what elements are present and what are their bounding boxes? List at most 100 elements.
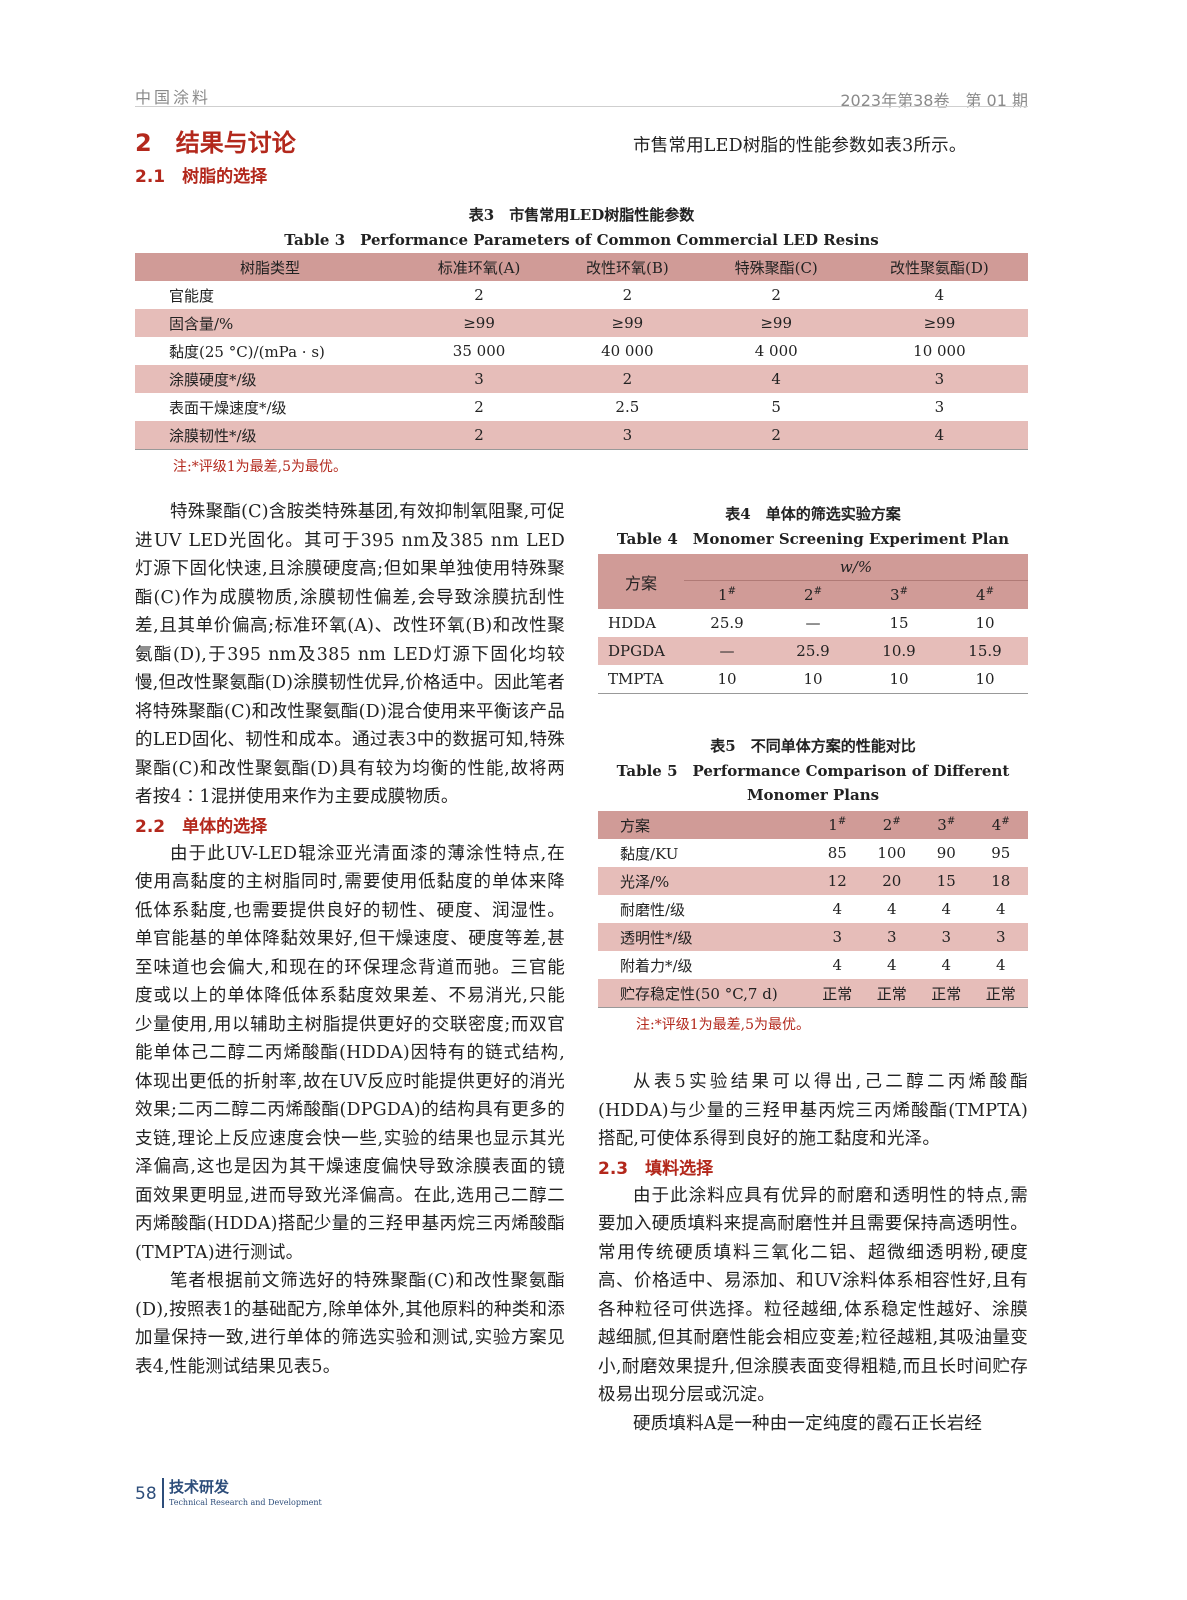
- column-header: 特殊聚酯(C): [734, 258, 818, 277]
- table-cell: 3: [886, 928, 897, 946]
- table-cell: —: [805, 614, 821, 632]
- table-cell: 12: [827, 872, 847, 890]
- footer-column-en: Technical Research and Development: [169, 1498, 322, 1507]
- table-cell: ≥99: [760, 314, 793, 332]
- table-cell: 3: [995, 928, 1006, 946]
- table-cell: 25.9: [796, 642, 830, 660]
- column-mark: #: [985, 586, 994, 597]
- footer-column-cn: 技术研发: [169, 1478, 230, 1496]
- table-cell: 4: [771, 370, 781, 388]
- intro-text: 市售常用LED树脂的性能参数如表3所示。: [633, 136, 967, 156]
- table-cell: 3: [622, 426, 633, 444]
- table-cell: 4: [995, 900, 1006, 918]
- table-cell: 表面干燥速度*/级: [169, 398, 287, 417]
- column-header: 2#: [770, 581, 856, 610]
- table-cell: 4: [886, 956, 897, 974]
- column-header: 1#: [684, 581, 770, 610]
- column-mark: #: [727, 586, 736, 597]
- table-row: 黏度/KU 85 100 90 95: [598, 839, 1028, 867]
- table-row: HDDA 25.9 — 15 10: [598, 609, 1028, 637]
- table-cell: 4: [886, 900, 897, 918]
- header-divider: [135, 106, 1028, 107]
- table-cell: 官能度: [169, 286, 215, 305]
- table-cell: 正常: [985, 984, 1016, 1003]
- table-cell: 4: [941, 956, 952, 974]
- table-row: 涂膜韧性*/级 2 3 2 4: [135, 421, 1028, 450]
- table-cell: 正常: [931, 984, 962, 1003]
- column-mark: #: [813, 586, 822, 597]
- column-number: 1: [718, 586, 728, 604]
- table-cell: 5: [771, 398, 781, 416]
- table-cell: —: [719, 642, 735, 660]
- table-cell: 85: [827, 844, 847, 862]
- column-header: 改性聚氨酯(D): [890, 258, 989, 277]
- page-number: 58: [135, 1484, 157, 1504]
- table-5-caption-en: Table 5 Performance Comparison of Differ…: [616, 762, 1010, 804]
- table-3: 表3 市售常用LED树脂性能参数 Table 3 Performance Par…: [135, 203, 1028, 476]
- table-cell: 耐磨性/级: [620, 900, 686, 919]
- column-header: 4#: [942, 581, 1028, 610]
- table-cell: 固含量/%: [169, 314, 234, 333]
- table-row: 涂膜硬度*/级 3 2 4 3: [135, 365, 1028, 393]
- table-cell: 3: [832, 928, 843, 946]
- column-number: 4: [976, 586, 986, 604]
- subsection-2-2: 2.2 单体的选择: [135, 816, 268, 837]
- table-cell: 95: [991, 844, 1011, 862]
- column-header: 标准环氧(A): [437, 258, 521, 277]
- paragraph: 特殊聚酯(C)含胺类特殊基团,有效抑制氧阻聚,可促进UV LED光固化。其可于3…: [135, 502, 565, 807]
- table-row: 耐磨性/级 4 4 4 4: [598, 895, 1028, 923]
- paragraph: 笔者根据前文筛选好的特殊聚酯(C)和改性聚氨酯(D),按照表1的基础配方,除单体…: [135, 1271, 565, 1377]
- table-cell: 90: [936, 844, 956, 862]
- table-cell: 15.9: [968, 642, 1002, 660]
- table-row: 光泽/% 12 20 15 18: [598, 867, 1028, 895]
- table-cell: DPGDA: [608, 642, 665, 660]
- table-cell: 涂膜硬度*/级: [169, 370, 257, 389]
- table-row: DPGDA — 25.9 10.9 15.9: [598, 637, 1028, 665]
- row-header: 方案: [620, 816, 651, 835]
- table-cell: 3: [941, 928, 952, 946]
- table-header-row: 方案 w/%: [598, 554, 1028, 593]
- table-row: 固含量/% ≥99 ≥99 ≥99 ≥99: [135, 309, 1028, 337]
- table-cell: 4: [832, 900, 843, 918]
- table-row: 黏度(25 °C)/(mPa · s) 35 000 40 000 4 000 10 0…: [135, 337, 1028, 365]
- column-header: 2#: [865, 811, 920, 839]
- column-mark: #: [1001, 816, 1010, 827]
- table-5-note: 注:*评级1为最差,5为最优。: [636, 1017, 810, 1033]
- table-cell: 100: [877, 844, 907, 862]
- table-cell: 10 000: [913, 342, 966, 360]
- column-number: 2: [804, 586, 814, 604]
- table-3-caption-cn: 表3 市售常用LED树脂性能参数: [468, 206, 695, 224]
- table-cell: 2: [622, 286, 633, 304]
- column-number: 1: [828, 816, 838, 834]
- table-cell: 4: [995, 956, 1006, 974]
- table-header-row: 树脂类型 标准环氧(A) 改性环氧(B) 特殊聚酯(C) 改性聚氨酯(D): [135, 253, 1028, 281]
- section-title: 2 结果与讨论: [135, 129, 296, 157]
- table-cell: 正常: [822, 984, 853, 1003]
- journal-name: 中国涂料: [135, 88, 212, 107]
- left-column: 特殊聚酯(C)含胺类特殊基团,有效抑制氧阻聚,可促进UV LED光固化。其可于3…: [135, 498, 565, 1381]
- table-5: 表5 不同单体方案的性能对比 Table 5 Performance Compa…: [598, 734, 1028, 1034]
- table-cell: 2: [474, 426, 484, 444]
- table-cell: ≥99: [463, 314, 495, 332]
- table-row: 官能度 2 2 2 4: [135, 281, 1028, 309]
- footer-divider: [162, 1478, 164, 1508]
- table-cell: 涂膜韧性*/级: [169, 426, 257, 445]
- table-cell: 15: [889, 614, 909, 632]
- table-cell: 2.5: [615, 398, 640, 416]
- table-cell: 黏度/KU: [620, 844, 679, 863]
- column-mark: #: [899, 586, 908, 597]
- row-header: 方案: [624, 573, 657, 593]
- table-row: 表面干燥速度*/级 2 2.5 5 3: [135, 393, 1028, 421]
- table-cell: 4: [832, 956, 843, 974]
- table-cell: 10: [975, 670, 995, 688]
- paragraph: 硬质填料A是一种由一定纯度的霞石正长岩经: [633, 1413, 983, 1434]
- table-5-caption-cn: 表5 不同单体方案的性能对比: [710, 737, 916, 755]
- table-cell: 4: [934, 286, 945, 304]
- table-cell: 25.9: [710, 614, 744, 632]
- right-column: 从表5实验结果可以得出,己二醇二丙烯酸酯(HDDA)与少量的三羟甲基丙烷三丙烯酸…: [598, 1068, 1028, 1438]
- column-number: 2: [882, 816, 893, 834]
- table-cell: 透明性*/级: [620, 928, 693, 947]
- column-number: 4: [991, 816, 1002, 834]
- table-cell: 2: [622, 370, 633, 388]
- column-header: 改性环氧(B): [585, 258, 669, 277]
